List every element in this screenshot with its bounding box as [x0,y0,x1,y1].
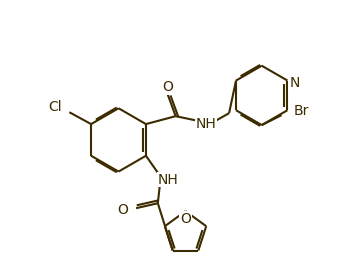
Text: Br: Br [294,104,309,118]
Text: N: N [289,76,300,90]
Text: NH: NH [196,117,217,131]
Text: NH: NH [157,173,178,187]
Text: O: O [117,203,128,217]
Text: O: O [180,212,191,226]
Text: O: O [162,81,173,95]
Text: Cl: Cl [48,100,61,114]
